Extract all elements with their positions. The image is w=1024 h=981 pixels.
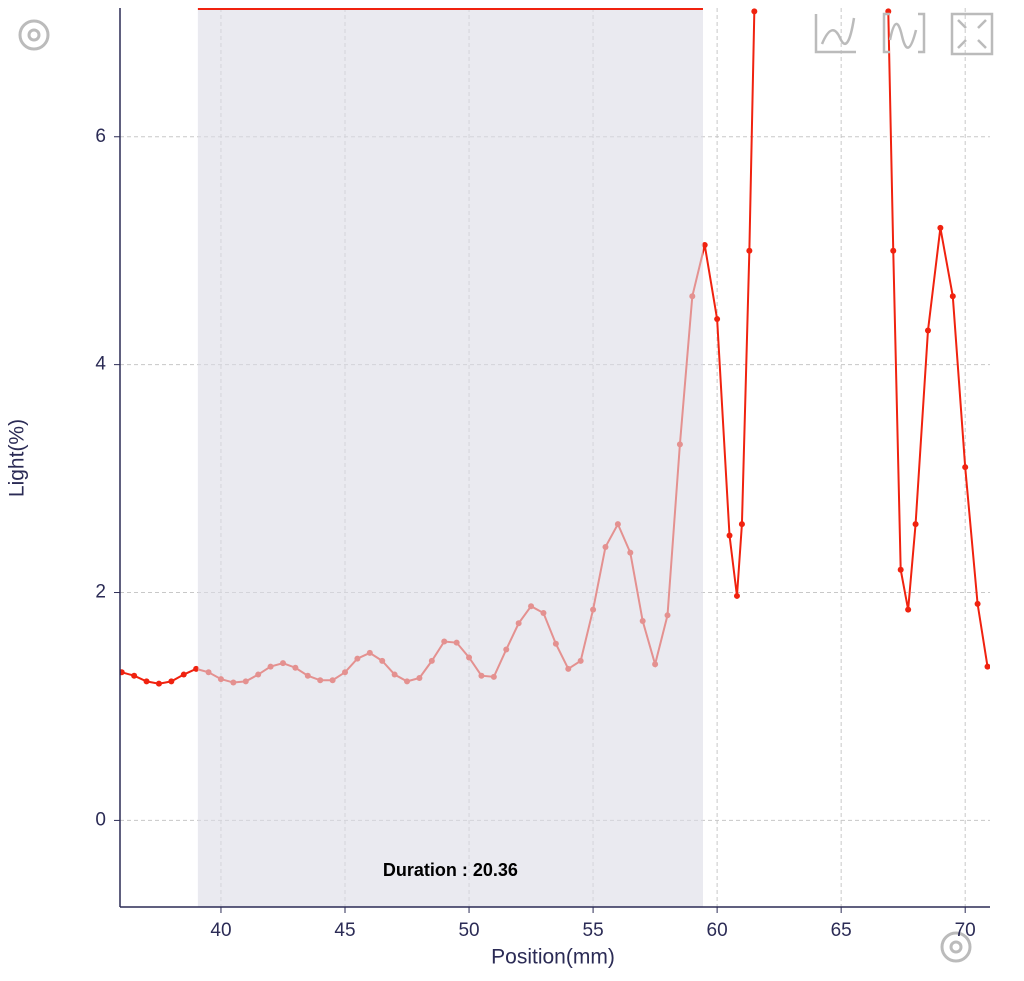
data-point <box>701 241 708 248</box>
selection-label: Duration : 20.36 <box>383 860 518 880</box>
x-tick-label: 60 <box>707 920 728 941</box>
y-axis-label: Light(%) <box>6 419 29 497</box>
data-point <box>949 293 956 300</box>
data-point <box>897 566 904 573</box>
data-point <box>120 669 125 676</box>
x-axis-label: Position(mm) <box>491 946 615 969</box>
data-point <box>180 671 187 678</box>
y-tick-label: 6 <box>95 126 106 147</box>
selection-area <box>197 8 703 907</box>
y-tick-label: 4 <box>95 354 106 375</box>
data-point <box>738 521 745 528</box>
data-point <box>984 663 990 670</box>
data-point <box>143 678 150 685</box>
x-tick-label: 45 <box>334 920 355 941</box>
data-point <box>962 464 969 471</box>
data-point <box>726 532 733 539</box>
tool-fullscreen[interactable] <box>950 12 994 56</box>
data-point <box>905 606 912 613</box>
tool-zoom[interactable] <box>882 12 926 54</box>
tool-select[interactable] <box>814 14 856 54</box>
data-point <box>751 8 758 15</box>
selection: Duration : 20.36 <box>197 8 703 907</box>
x-tick-label: 55 <box>583 920 604 941</box>
data-point <box>155 680 162 687</box>
data-point <box>193 665 200 672</box>
data-point <box>924 327 931 334</box>
x-tick-label: 70 <box>955 920 976 941</box>
x-tick-label: 40 <box>210 920 231 941</box>
x-tick-label: 50 <box>458 920 479 941</box>
x-tick-label: 65 <box>831 920 852 941</box>
data-point <box>937 224 944 231</box>
data-point <box>912 521 919 528</box>
data-point <box>131 672 138 679</box>
data-point <box>714 316 721 323</box>
data-point <box>974 600 981 607</box>
y-tick-label: 0 <box>95 809 106 830</box>
y-tick-label: 2 <box>95 582 106 603</box>
settings-button[interactable] <box>940 931 972 963</box>
data-point <box>890 247 897 254</box>
data-point <box>168 678 175 685</box>
data-point <box>733 592 740 599</box>
data-point <box>746 247 753 254</box>
settings-button[interactable] <box>18 19 50 51</box>
